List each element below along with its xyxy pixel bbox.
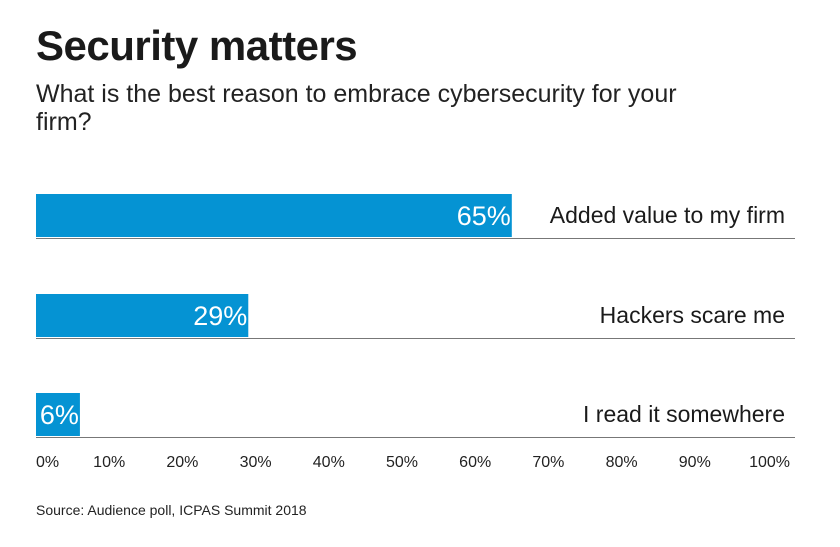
x-tick-label-1: 10% xyxy=(93,454,125,471)
x-tick-label-3: 30% xyxy=(240,454,272,471)
bar-1 xyxy=(36,294,249,337)
category-label-1: Hackers scare me xyxy=(600,302,785,328)
chart-subtitle: What is the best reason to embrace cyber… xyxy=(36,80,677,136)
chart-title: Security matters xyxy=(36,22,358,69)
bar-0 xyxy=(36,194,512,237)
bar-value-label-0: 65% xyxy=(457,201,511,231)
bar-value-label-2: 6% xyxy=(40,400,79,430)
source-note: Source: Audience poll, ICPAS Summit 2018 xyxy=(36,502,307,518)
category-label-0: Added value to my firm xyxy=(550,202,785,228)
x-tick-label-7: 70% xyxy=(532,454,564,471)
bar-value-label-1: 29% xyxy=(193,301,247,331)
x-tick-label-10: 100% xyxy=(749,454,790,471)
bar-2 xyxy=(36,393,80,436)
x-tick-label-8: 80% xyxy=(606,454,638,471)
category-label-2: I read it somewhere xyxy=(583,401,785,427)
x-tick-label-0: 0% xyxy=(36,454,59,471)
x-tick-label-9: 90% xyxy=(679,454,711,471)
x-tick-label-6: 60% xyxy=(459,454,491,471)
x-tick-label-4: 40% xyxy=(313,454,345,471)
x-tick-label-2: 20% xyxy=(166,454,198,471)
x-tick-label-5: 50% xyxy=(386,454,418,471)
